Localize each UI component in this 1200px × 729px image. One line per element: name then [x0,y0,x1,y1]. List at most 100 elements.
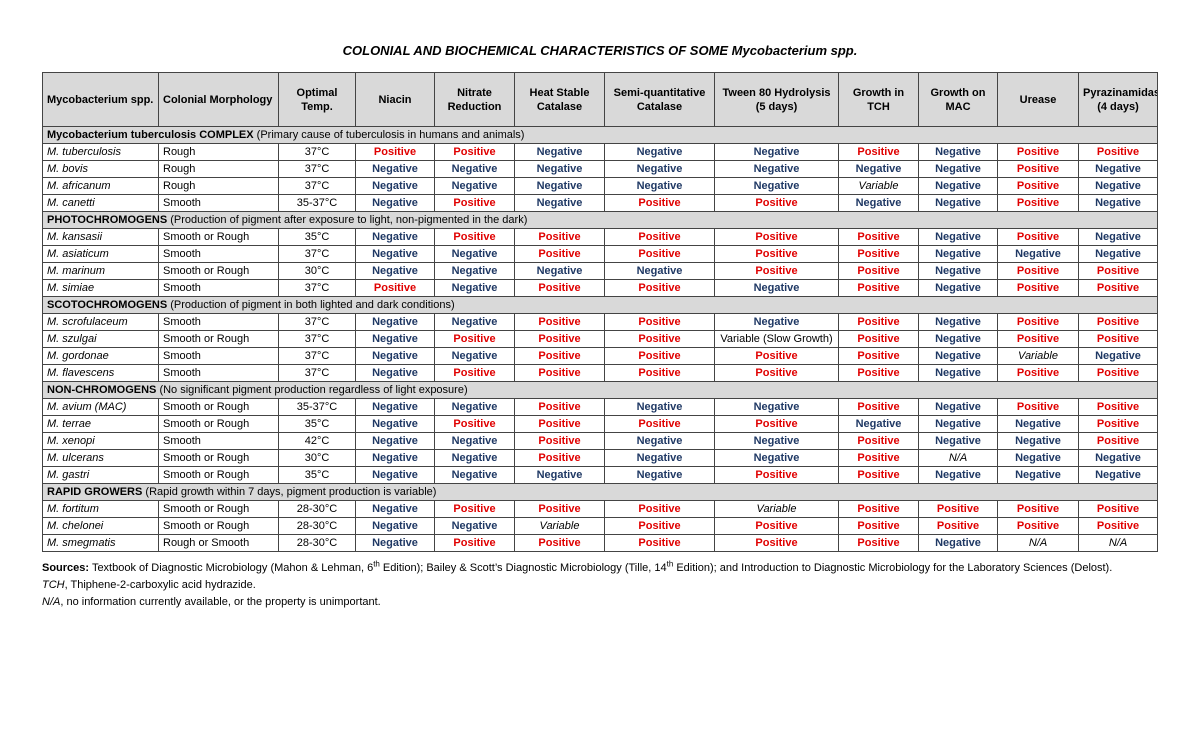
table-cell: Positive [714,415,839,433]
table-cell: Positive [514,313,605,331]
table-cell: Negative [355,449,435,467]
table-cell: Smooth or Rough [158,228,279,246]
column-header: Urease [997,72,1079,127]
table-cell: Negative [514,143,605,161]
data-row: M. marinum Smooth or Rough 30°C Negative Neg… [42,262,1158,280]
table-cell: Negative [355,432,435,450]
table-cell: Rough [158,177,279,195]
table-cell: Positive [604,194,715,212]
table-cell: Negative [997,466,1079,484]
table-cell: Rough or Smooth [158,534,279,552]
column-header: Colonial Morphology [158,72,279,127]
table-cell: 35-37°C [278,398,356,416]
table-cell: Positive [714,194,839,212]
table-cell: Negative [355,228,435,246]
table-cell: Positive [514,415,605,433]
table-cell: 37°C [278,143,356,161]
sources-label: Sources: [42,562,90,574]
table-cell: Positive [514,279,605,297]
column-header: Semi-quantitative Catalase [604,72,715,127]
table-cell: Positive [997,364,1079,382]
data-row: M. gastri Smooth or Rough 35°C Negative Nega… [42,466,1158,484]
table-cell: Positive [604,228,715,246]
table-cell: Positive [434,330,515,348]
table-cell: Positive [838,313,919,331]
table-cell: Negative [997,449,1079,467]
abbreviation-term: TCH [42,579,65,591]
table-cell: 30°C [278,449,356,467]
table-cell: Negative [714,279,839,297]
group-note: (Production of pigment in both lighted a… [170,299,455,311]
table-cell: Positive [1078,398,1158,416]
table-cell: N/A [918,449,998,467]
table-cell: Negative [918,228,998,246]
data-row: M. szulgai Smooth or Rough 37°C Negative Pos… [42,330,1158,348]
table-cell: Positive [355,143,435,161]
table-cell: 35°C [278,466,356,484]
table-cell: Negative [355,330,435,348]
table-cell: Negative [1078,466,1158,484]
table-cell: Positive [604,245,715,263]
table-cell: Negative [434,313,515,331]
species-cell: M. marinum [42,262,159,280]
table-cell: Positive [997,279,1079,297]
table-cell: Positive [434,194,515,212]
table-cell: Negative [714,143,839,161]
column-header: Heat Stable Catalase [514,72,605,127]
group-note: (Production of pigment after exposure to… [170,214,528,226]
table-cell: Negative [514,262,605,280]
table-cell: Negative [604,160,715,178]
table-cell: Smooth [158,432,279,450]
data-row: M. terrae Smooth or Rough 35°C Negative Posi… [42,415,1158,433]
table-cell: Positive [604,517,715,535]
table-cell: 37°C [278,160,356,178]
group-row: PHOTOCHROMOGENS (Production of pigment a… [42,211,1158,229]
table-cell: Negative [918,415,998,433]
table-cell: 37°C [278,245,356,263]
species-cell: M. szulgai [42,330,159,348]
sources-text: Edition); Bailey & Scott’s Diagnostic Mi… [379,562,667,574]
sources-text: Edition); and Introduction to Diagnostic… [673,562,1113,574]
table-cell: 35-37°C [278,194,356,212]
table-cell: Positive [434,228,515,246]
table-cell: Positive [1078,432,1158,450]
table-cell: Negative [918,194,998,212]
table-cell: Negative [838,415,919,433]
table-cell: Positive [1078,517,1158,535]
table-cell: Negative [514,194,605,212]
table-cell: 35°C [278,228,356,246]
table-cell: Smooth [158,347,279,365]
table-cell: Smooth or Rough [158,500,279,518]
species-cell: M. simiae [42,279,159,297]
table-cell: Positive [434,143,515,161]
table-cell: Negative [1078,177,1158,195]
table-cell: Negative [434,432,515,450]
data-row: M. gordonae Smooth 37°C Negative Negative Pos… [42,347,1158,365]
header-row: Mycobacterium spp. Colonial Morphology Opt… [42,72,1158,127]
group-name: SCOTOCHROMOGENS [47,299,168,311]
table-cell: Negative [918,466,998,484]
table-cell: Positive [838,449,919,467]
table-cell: Positive [838,466,919,484]
data-row: M. canetti Smooth 35-37°C Negative Positive N… [42,194,1158,212]
table-cell: Positive [838,500,919,518]
table-cell: Positive [838,228,919,246]
table-cell: 37°C [278,364,356,382]
species-cell: M. terrae [42,415,159,433]
table-cell: Negative [434,398,515,416]
table-cell: Negative [434,279,515,297]
superscript: th [666,559,674,569]
table-cell: 37°C [278,313,356,331]
table-cell: Positive [997,262,1079,280]
table-cell: Negative [918,262,998,280]
group-row: RAPID GROWERS (Rapid growth within 7 day… [42,483,1158,501]
table-cell: Smooth [158,364,279,382]
table-cell: Negative [604,432,715,450]
group-note: (Primary cause of tuberculosis in humans… [256,129,525,141]
data-row: M. ulcerans Smooth or Rough 30°C Negative Ne… [42,449,1158,467]
sources: Sources: Textbook of Diagnostic Microbio… [42,560,1157,577]
table-cell: Variable [997,347,1079,365]
table-cell: Positive [714,534,839,552]
table-cell: Negative [1078,160,1158,178]
group-header: PHOTOCHROMOGENS (Production of pigment a… [42,211,1158,229]
